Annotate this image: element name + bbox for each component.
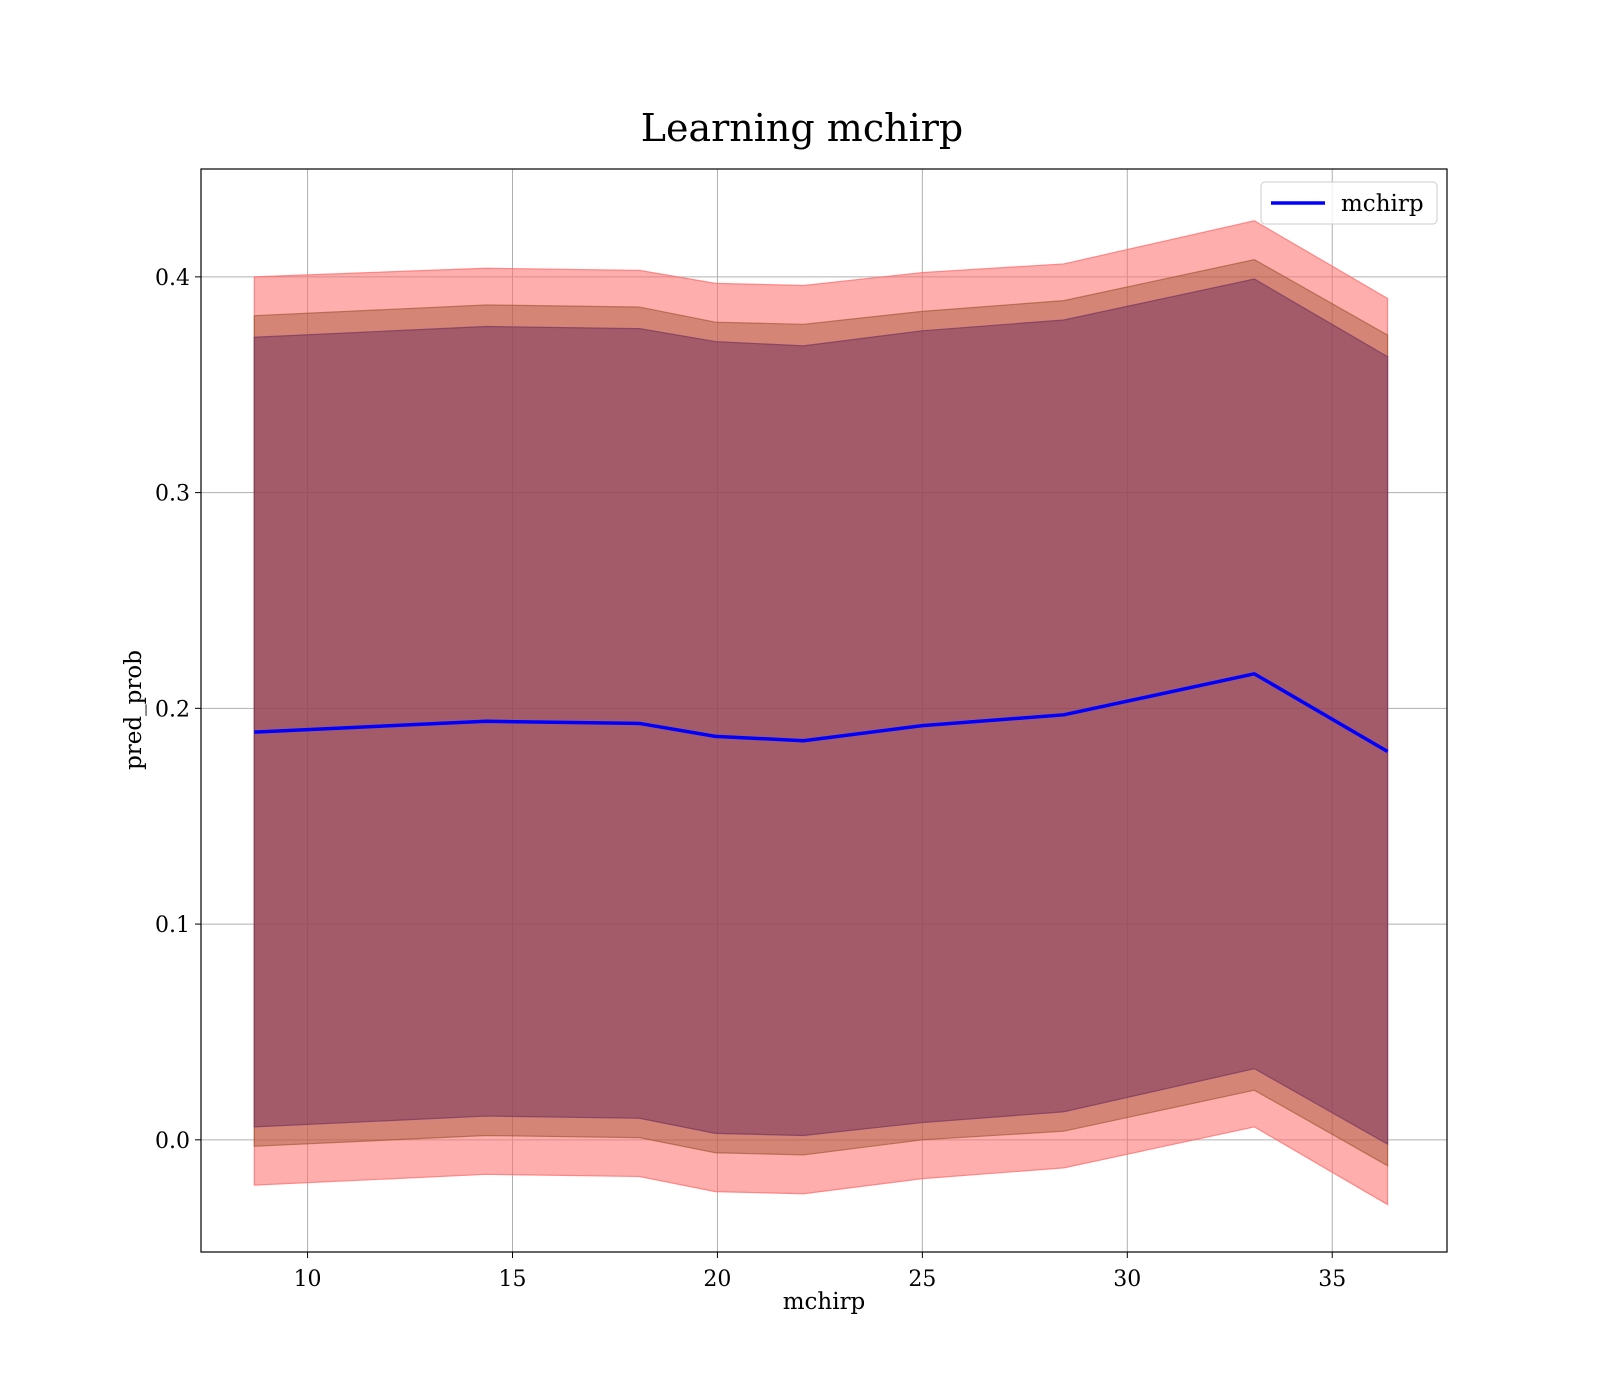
x-tick-label: 20	[703, 1267, 731, 1292]
y-tick-label: 0.0	[155, 1129, 190, 1154]
x-tick-label: 30	[1113, 1267, 1141, 1292]
legend-label: mchirp	[1341, 191, 1424, 217]
plot-frame	[200, 168, 1448, 1253]
x-tick-label: 10	[294, 1267, 322, 1292]
y-tick-label: 0.2	[155, 697, 190, 722]
legend: mchirp	[1260, 181, 1438, 225]
y-tick-label: 0.4	[155, 266, 190, 291]
x-tick-label: 15	[499, 1267, 527, 1292]
legend-box	[1260, 181, 1438, 225]
chart-title: Learning mchirp	[641, 106, 963, 150]
confidence-band-3	[253, 278, 1389, 1146]
y-tick-label: 0.3	[155, 482, 190, 507]
y-axis-label: pred_prob	[121, 650, 147, 770]
x-axis-label: mchirp	[783, 1289, 866, 1315]
x-tick-label: 25	[908, 1267, 936, 1292]
y-tick-label: 0.1	[155, 913, 190, 938]
x-tick-label: 35	[1318, 1267, 1346, 1292]
